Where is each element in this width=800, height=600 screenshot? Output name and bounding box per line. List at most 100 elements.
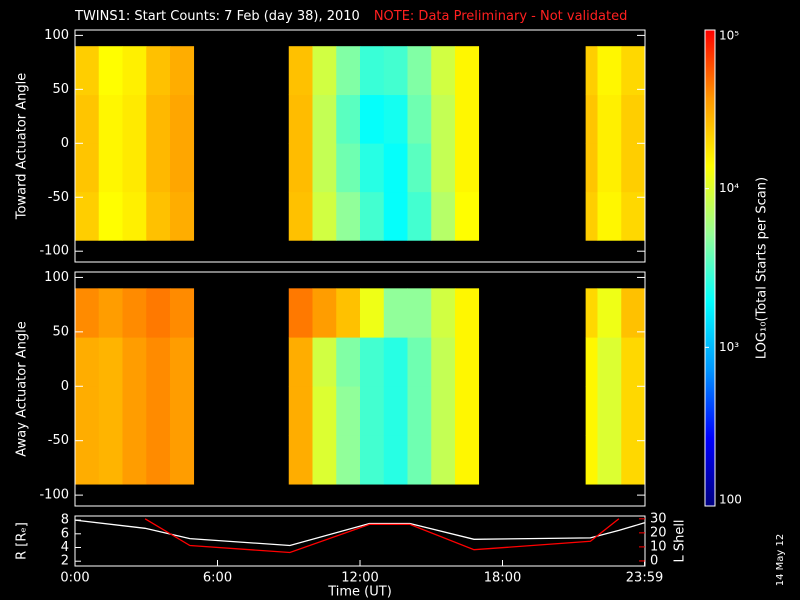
heat-cell bbox=[455, 288, 480, 338]
heat-cell bbox=[146, 386, 171, 436]
heat-cell bbox=[431, 143, 456, 193]
heat-cell bbox=[431, 435, 456, 485]
heat-cell bbox=[146, 288, 171, 338]
heat-cell bbox=[621, 337, 646, 387]
heat-cell bbox=[122, 94, 147, 144]
heat-cell bbox=[98, 435, 123, 485]
note: NOTE: Data Preliminary - Not validated bbox=[374, 9, 628, 24]
heat-cell bbox=[288, 386, 313, 436]
heat-cell bbox=[146, 337, 171, 387]
heat-cell bbox=[122, 435, 147, 485]
heat-cell bbox=[431, 191, 456, 241]
heat-cell bbox=[312, 288, 337, 338]
heat-cell bbox=[122, 143, 147, 193]
heat-cell bbox=[312, 386, 337, 436]
heat-cell bbox=[597, 337, 622, 387]
heat-cell bbox=[585, 191, 598, 241]
heat-cell bbox=[146, 191, 171, 241]
heat-cell bbox=[122, 386, 147, 436]
heat-cell bbox=[585, 46, 598, 96]
heat-cell bbox=[621, 288, 646, 338]
heat-cell bbox=[122, 191, 147, 241]
y-axis-label: R [Rₑ] bbox=[15, 522, 30, 560]
heat-cell bbox=[597, 386, 622, 436]
heat-cell bbox=[312, 191, 337, 241]
heat-cell bbox=[288, 191, 313, 241]
heat-cell bbox=[431, 337, 456, 387]
x-axis-label: Time (UT) bbox=[327, 585, 392, 600]
heat-cell bbox=[170, 386, 195, 436]
heat-cell bbox=[75, 337, 100, 387]
heat-cell bbox=[146, 94, 171, 144]
heat-cell bbox=[585, 337, 598, 387]
heat-cell bbox=[336, 46, 361, 96]
date-stamp: 14 May 12 bbox=[775, 534, 786, 586]
y-tick-label: 8 bbox=[61, 513, 69, 528]
plot-frame bbox=[74, 515, 646, 567]
heat-cell bbox=[407, 46, 432, 96]
heat-cell bbox=[407, 435, 432, 485]
y2-tick-label: 10 bbox=[650, 539, 667, 554]
heat-cell bbox=[312, 143, 337, 193]
heat-cell bbox=[288, 46, 313, 96]
heat-cell bbox=[431, 94, 456, 144]
x-tick-label: 23:59 bbox=[626, 571, 663, 586]
heat-cell bbox=[336, 191, 361, 241]
y-tick-label: 100 bbox=[44, 270, 69, 285]
heat-cell bbox=[312, 94, 337, 144]
heat-cell bbox=[170, 94, 195, 144]
heat-cell bbox=[360, 337, 385, 387]
y-tick-label: -50 bbox=[48, 190, 69, 205]
y-axis-label: Toward Actuator Angle bbox=[15, 73, 30, 220]
heat-cell bbox=[170, 46, 195, 96]
series-line bbox=[144, 518, 620, 554]
heat-cell bbox=[383, 94, 408, 144]
heat-cell bbox=[75, 143, 100, 193]
heat-cell bbox=[288, 288, 313, 338]
heat-cell bbox=[75, 435, 100, 485]
heat-cell bbox=[122, 288, 147, 338]
heat-cell bbox=[597, 435, 622, 485]
heat-cell bbox=[75, 94, 100, 144]
heat-cell bbox=[597, 191, 622, 241]
heat-cell bbox=[621, 386, 646, 436]
colorbar bbox=[704, 29, 716, 507]
y-tick-label: -100 bbox=[39, 488, 69, 503]
y-tick-label: 4 bbox=[61, 540, 69, 555]
heat-cell bbox=[621, 435, 646, 485]
x-tick-label: 0:00 bbox=[60, 571, 89, 586]
y-tick-label: 0 bbox=[61, 379, 69, 394]
heat-cell bbox=[336, 386, 361, 436]
heat-cell bbox=[585, 143, 598, 193]
x-tick-label: 6:00 bbox=[203, 571, 232, 586]
heat-cell bbox=[288, 143, 313, 193]
plot-frame bbox=[74, 29, 646, 263]
heat-cell bbox=[455, 337, 480, 387]
heat-cell bbox=[170, 337, 195, 387]
colorbar-tick-label: 10⁵ bbox=[719, 29, 739, 43]
y-tick-label: -100 bbox=[39, 244, 69, 259]
heat-cell bbox=[360, 46, 385, 96]
heat-cell bbox=[431, 288, 456, 338]
heat-cell bbox=[360, 143, 385, 193]
heat-cell bbox=[407, 191, 432, 241]
heat-cell bbox=[585, 386, 598, 436]
heat-cell bbox=[585, 435, 598, 485]
heat-cell bbox=[98, 94, 123, 144]
y2-tick-label: 20 bbox=[650, 525, 667, 540]
heat-cell bbox=[585, 94, 598, 144]
series-line bbox=[75, 519, 645, 547]
heat-cell bbox=[98, 386, 123, 436]
heat-cell bbox=[455, 143, 480, 193]
heat-cell bbox=[170, 191, 195, 241]
heat-cell bbox=[383, 191, 408, 241]
heat-cell bbox=[407, 386, 432, 436]
colorbar-tick-label: 10⁴ bbox=[719, 181, 739, 195]
heat-cell bbox=[98, 337, 123, 387]
heat-cell bbox=[621, 94, 646, 144]
title: TWINS1: Start Counts: 7 Feb (day 38), 20… bbox=[74, 9, 360, 24]
y-tick-label: 100 bbox=[44, 28, 69, 43]
heat-cell bbox=[407, 288, 432, 338]
y-tick-label: 50 bbox=[52, 82, 69, 97]
heat-cell bbox=[336, 288, 361, 338]
